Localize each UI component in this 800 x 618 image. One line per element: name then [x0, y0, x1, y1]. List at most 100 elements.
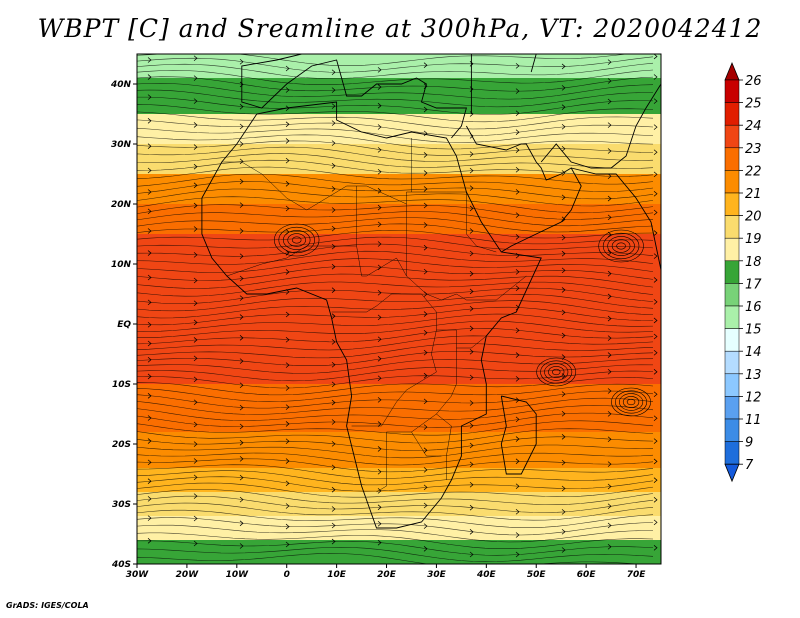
streamline-arrow	[653, 415, 658, 421]
streamline-arrow	[561, 85, 566, 91]
streamline-arrow	[193, 337, 198, 343]
streamline	[137, 343, 654, 359]
colorbar-label: 9	[745, 436, 753, 451]
streamline-arrow	[607, 270, 612, 277]
streamline-arrow	[377, 147, 382, 153]
streamline-arrow	[331, 243, 336, 250]
streamline-arrow	[423, 467, 428, 473]
streamline-arrow	[607, 98, 612, 105]
streamline-arrow	[377, 102, 382, 109]
chart-title: WBPT [C] and Sreamline at 300hPa, VT: 20…	[37, 14, 763, 43]
streamline	[137, 104, 654, 123]
streamline-arrow	[607, 335, 612, 341]
streamline-arrow	[377, 241, 382, 247]
streamline-arrow	[193, 493, 198, 499]
y-tick-label: 10S	[112, 380, 131, 390]
streamline	[137, 146, 654, 162]
streamline-arrow	[423, 186, 428, 192]
streamline	[137, 489, 654, 505]
streamline-arrow	[193, 98, 198, 104]
streamline-arrow	[653, 391, 658, 398]
coastline	[540, 83, 661, 169]
streamline-arrow	[653, 277, 658, 283]
streamline-arrow	[607, 315, 612, 322]
country-border	[331, 293, 437, 427]
coastline	[466, 125, 582, 253]
streamline	[137, 294, 654, 312]
streamline-vortex	[618, 393, 644, 411]
streamline-arrow	[515, 285, 520, 292]
streamline-arrow	[653, 545, 658, 551]
streamline-arrow	[607, 543, 612, 550]
streamline-arrow	[285, 311, 290, 318]
streamline-vortex	[611, 239, 631, 253]
y-tick-label: EQ	[117, 320, 131, 330]
streamline-arrow	[607, 249, 612, 256]
streamline-arrow	[469, 481, 474, 488]
streamline-arrow	[239, 404, 244, 411]
streamline-arrow	[469, 504, 474, 511]
streamline-arrow	[377, 84, 382, 90]
colorbar-segment	[724, 215, 740, 239]
streamline	[137, 166, 654, 185]
streamline-arrow	[377, 421, 382, 427]
streamline-arrow	[515, 304, 520, 311]
streamline-arrow	[377, 221, 382, 228]
streamline-arrow	[423, 311, 428, 317]
streamline-arrow	[469, 442, 474, 449]
streamline-arrow	[377, 356, 382, 362]
streamline-arrow	[331, 361, 336, 368]
streamline-arrow	[239, 103, 244, 110]
streamline	[137, 509, 654, 528]
streamline-arrow	[193, 355, 198, 362]
x-tick-label: 30E	[427, 570, 447, 580]
streamline-arrow	[561, 145, 566, 152]
streamline-arrow	[239, 178, 244, 185]
streamline-arrow	[239, 228, 244, 234]
streamline-arrow	[423, 244, 428, 251]
colorbar-label: 15	[745, 323, 762, 338]
streamline	[137, 196, 654, 214]
streamline-arrow	[331, 120, 336, 126]
streamline-arrow	[147, 478, 152, 484]
streamline-arrow	[331, 381, 336, 388]
streamline-arrow	[147, 438, 152, 444]
streamline-arrow	[653, 477, 658, 483]
streamline-arrow	[515, 551, 520, 558]
x-tick-label: 10W	[226, 570, 250, 580]
streamline-arrow	[653, 299, 658, 305]
streamline-arrow	[285, 523, 290, 530]
streamline	[137, 217, 654, 233]
streamline-arrow	[377, 539, 382, 546]
streamline-arrow	[561, 309, 566, 316]
x-tick-label: 50E	[527, 570, 547, 580]
streamline	[137, 405, 654, 421]
streamline	[137, 532, 654, 549]
streamline-arrow	[607, 59, 612, 65]
streamline-arrow	[147, 356, 152, 363]
x-axis: 30W 20W 10W 0 10E 20E 30E 40E 50E 60E 70E	[126, 564, 646, 580]
streamline-arrow	[423, 372, 428, 379]
colorbar-label: 19	[745, 232, 762, 247]
streamline-arrow	[377, 520, 382, 527]
streamline-arrow	[331, 287, 336, 293]
streamline-arrow	[515, 63, 520, 69]
streamline-arrow	[561, 287, 566, 293]
streamline-arrow	[147, 459, 152, 466]
wbpt-band	[137, 264, 661, 325]
streamline-arrow	[515, 88, 520, 94]
streamline	[137, 153, 654, 169]
streamline-arrow	[607, 483, 612, 490]
streamline-arrow	[515, 129, 520, 135]
streamline-arrow	[239, 253, 244, 259]
streamline-arrow	[239, 474, 244, 481]
streamline-arrow	[285, 336, 290, 343]
streamline-arrow	[239, 81, 244, 88]
colorbar-label: 23	[745, 142, 762, 157]
x-tick-label: 40E	[476, 570, 497, 580]
streamline-arrow	[607, 461, 612, 467]
streamline-arrow	[377, 314, 382, 321]
streamline-arrow	[423, 268, 428, 275]
streamline-arrow	[515, 234, 520, 240]
streamline-arrow	[561, 194, 566, 201]
